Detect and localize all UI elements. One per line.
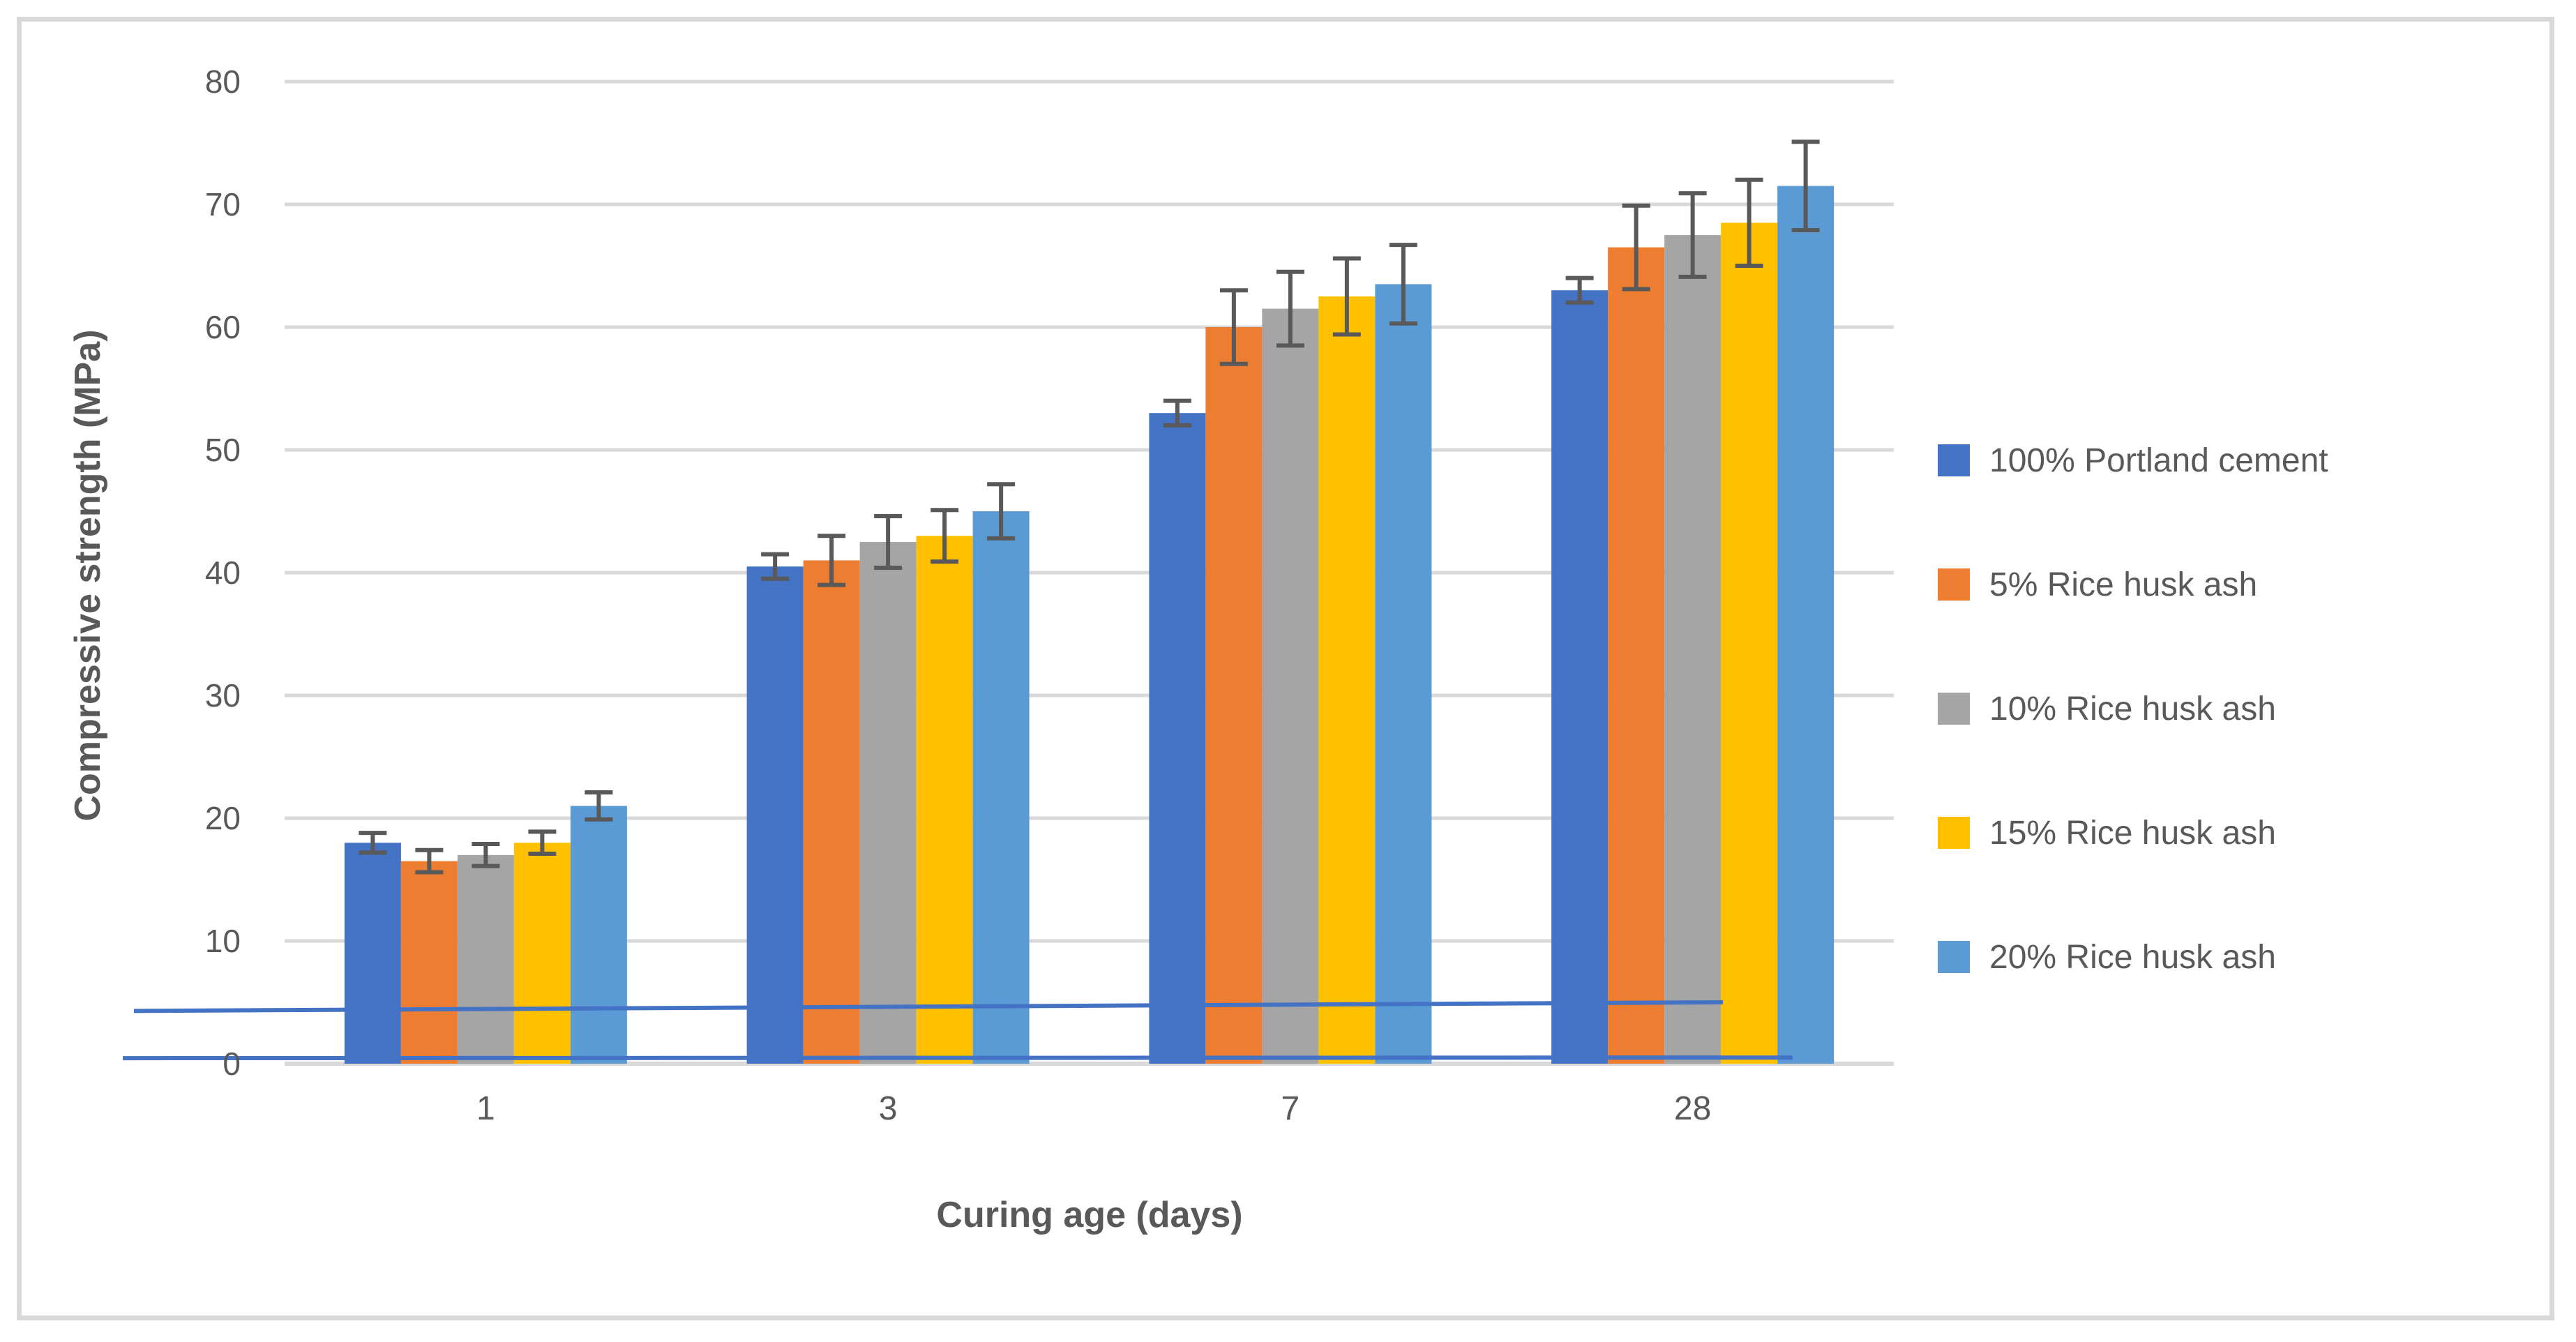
bar bbox=[1721, 223, 1778, 1064]
bar bbox=[803, 560, 860, 1064]
error-bar bbox=[761, 552, 790, 581]
error-bar bbox=[1276, 269, 1304, 348]
bar bbox=[513, 843, 571, 1064]
y-tick-label: 70 bbox=[204, 186, 241, 223]
legend-label: 10% Rice husk ash bbox=[1989, 690, 2276, 727]
legend-item: 5% Rice husk ash bbox=[1938, 564, 2257, 605]
legend-item: 100% Portland cement bbox=[1938, 439, 2328, 481]
legend-label: 20% Rice husk ash bbox=[1989, 938, 2276, 976]
y-tick-label: 40 bbox=[204, 555, 241, 591]
stray-line-upper bbox=[133, 1000, 1724, 1013]
bar bbox=[1551, 290, 1609, 1064]
bar bbox=[457, 854, 514, 1064]
error-bar bbox=[931, 508, 959, 564]
x-tick-label: 7 bbox=[1281, 1090, 1300, 1127]
error-bar bbox=[359, 831, 387, 855]
legend-label: 15% Rice husk ash bbox=[1989, 814, 2276, 852]
error-bar bbox=[818, 534, 846, 587]
error-bar bbox=[585, 790, 613, 822]
error-bar bbox=[1163, 398, 1191, 428]
error-bar bbox=[1389, 243, 1417, 326]
y-tick-label: 10 bbox=[204, 923, 241, 959]
bar bbox=[1664, 235, 1722, 1064]
legend-swatch bbox=[1938, 693, 1970, 725]
legend-item: 15% Rice husk ash bbox=[1938, 812, 2276, 854]
legend-swatch bbox=[1938, 941, 1970, 973]
legend-item: 10% Rice husk ash bbox=[1938, 688, 2276, 730]
bar bbox=[859, 542, 917, 1064]
bar bbox=[1375, 284, 1432, 1064]
bar bbox=[972, 511, 1030, 1064]
bar bbox=[1205, 327, 1263, 1064]
error-bar bbox=[1565, 276, 1594, 305]
error-bar bbox=[874, 514, 903, 570]
y-tick-label: 60 bbox=[204, 309, 241, 345]
error-bar bbox=[1735, 177, 1763, 268]
y-tick-label: 20 bbox=[204, 800, 241, 836]
error-bar bbox=[1332, 256, 1361, 337]
bar bbox=[1608, 247, 1665, 1064]
error-bar bbox=[415, 847, 444, 875]
bar bbox=[1149, 413, 1206, 1064]
figure-border bbox=[17, 17, 2554, 1320]
bar bbox=[1777, 186, 1835, 1064]
y-tick-label: 80 bbox=[204, 63, 241, 100]
stray-line-lower bbox=[122, 1055, 1793, 1061]
legend-label: 5% Rice husk ash bbox=[1989, 566, 2258, 603]
bar bbox=[1262, 308, 1319, 1064]
y-tick-label: 0 bbox=[223, 1046, 241, 1082]
bar bbox=[746, 566, 804, 1064]
error-bar bbox=[1219, 288, 1248, 366]
x-tick-label: 3 bbox=[878, 1090, 898, 1127]
legend-label: 100% Portland cement bbox=[1989, 442, 2328, 479]
legend-item: 20% Rice husk ash bbox=[1938, 936, 2276, 978]
bar bbox=[344, 843, 401, 1064]
error-bar bbox=[1678, 191, 1707, 279]
bar bbox=[400, 861, 458, 1064]
x-axis-title: Curing age (days) bbox=[936, 1195, 1243, 1235]
legend-swatch bbox=[1938, 444, 1970, 476]
error-bar bbox=[1791, 140, 1820, 232]
bar bbox=[570, 806, 627, 1064]
error-bar bbox=[528, 829, 557, 857]
legend-swatch bbox=[1938, 817, 1970, 849]
y-tick-label: 30 bbox=[204, 677, 241, 714]
bar bbox=[1318, 296, 1376, 1064]
legend-swatch bbox=[1938, 568, 1970, 601]
error-bar bbox=[472, 841, 500, 868]
y-axis-title: Compressive strength (MPa) bbox=[68, 329, 108, 822]
error-bar bbox=[1622, 203, 1650, 292]
y-tick-label: 50 bbox=[204, 432, 241, 468]
x-tick-label: 28 bbox=[1673, 1090, 1712, 1127]
bar bbox=[916, 536, 973, 1064]
error-bar bbox=[987, 482, 1016, 541]
x-tick-label: 1 bbox=[476, 1090, 495, 1127]
